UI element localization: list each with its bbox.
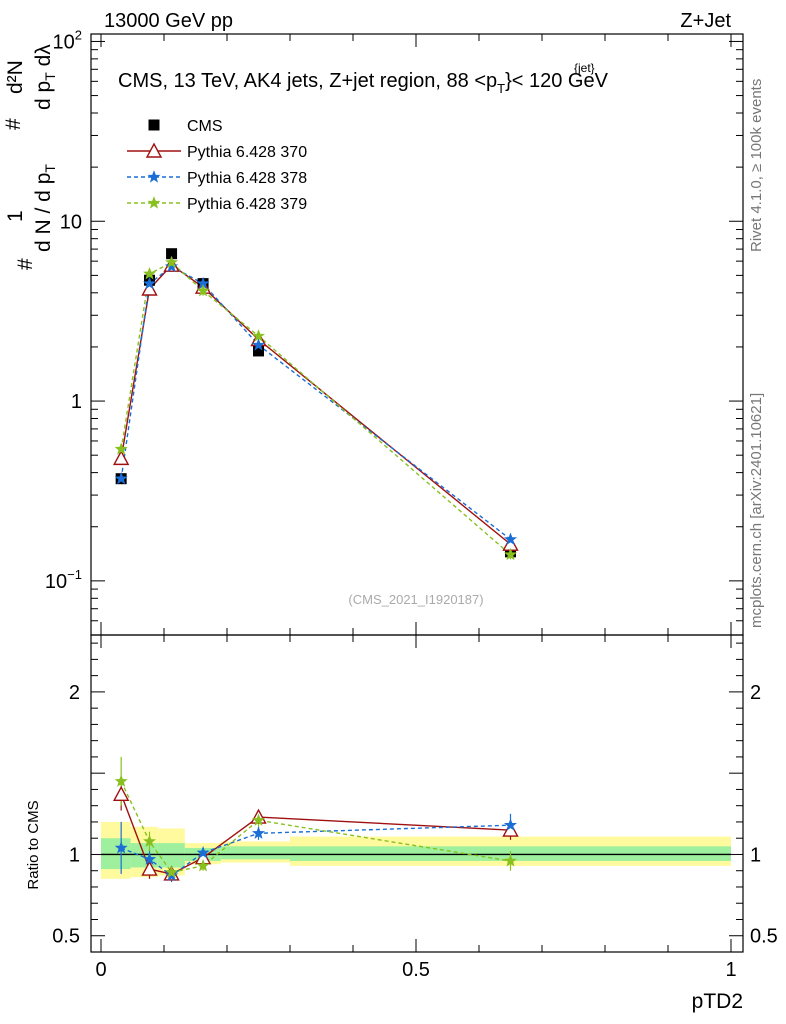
main-marker-1-5 [503, 532, 518, 545]
ratio-marker-2-3 [196, 858, 210, 872]
y-tick-exp-3: 2 [75, 27, 82, 42]
rivet-label: Rivet 4.1.0, ≥ 100k events [748, 79, 765, 252]
ylabel-one: 1 [4, 210, 27, 222]
header-right: Z+Jet [680, 10, 731, 32]
x-tick-label-0: 0 [95, 959, 106, 981]
ylabel-den: d N / d pT [32, 164, 58, 252]
ylabel-num-den-sub: T [42, 72, 58, 81]
x-tick-label-1: 0.5 [402, 959, 430, 981]
ratio-line-0 [120, 794, 511, 875]
ratio-tick-label-right-2: 2 [750, 682, 761, 704]
main-marker-2-4 [251, 329, 266, 342]
legend-marker-3 [147, 196, 161, 209]
ratio-marker-1-0 [114, 841, 128, 854]
ratio-marker-2-1 [142, 834, 157, 847]
main-marker-1-4 [251, 338, 266, 351]
ratio-band-layer [101, 821, 731, 879]
main-title-text: CMS, 13 TeV, AK4 jets, Z+jet region, 88 … [118, 70, 497, 92]
ratio-marker-0-1 [141, 860, 158, 876]
y-tick-label-3: 102 [53, 27, 82, 53]
x-axis-label: pTD2 [692, 990, 743, 1013]
y-tick-label-2: 10 [60, 211, 82, 233]
main-title-sup: {jet} [574, 61, 595, 75]
ratio-marker-2-0 [114, 774, 128, 787]
ratio-marker-1-3 [196, 845, 210, 859]
main-title-sub: T [497, 81, 505, 96]
legend-marker-2 [147, 170, 161, 183]
ratio-frame [90, 634, 744, 953]
ratio-marker-2-4 [251, 813, 266, 826]
legend-label-3: Pythia 6.428 379 [187, 196, 307, 213]
legend-marker-cms [148, 119, 160, 131]
y-tick-label-0: 10−1 [45, 567, 82, 593]
ylabel-num-den-tail: dλ [32, 44, 55, 73]
ylabel-hash-2: # [2, 118, 25, 130]
legend-label-0: CMS [187, 118, 223, 135]
main-marker-1-2 [165, 259, 179, 273]
ylabel-den-sub: T [42, 164, 58, 173]
y-tick-label-1: 1 [71, 391, 82, 413]
legend-label-1: Pythia 6.428 370 [187, 144, 307, 161]
x-tick-label-2: 1 [725, 959, 736, 981]
main-marker-0-0 [112, 449, 130, 466]
legend-marker-1 [145, 142, 163, 158]
header-left: 13000 GeV pp [104, 10, 233, 32]
ratio-marker-1-1 [142, 852, 157, 865]
ratio-tick-label-right-1: 1 [750, 844, 761, 866]
ratio-marker-2-5 [503, 854, 518, 867]
ratio-tick-label-left-2: 2 [69, 682, 80, 704]
ratio-band-green-4 [220, 846, 290, 860]
ylabel-hash: # [14, 258, 37, 270]
legend-label-2: Pythia 6.428 378 [187, 170, 307, 187]
mcplots-label: mcplots.cern.ch [arXiv:2401.10621] [748, 393, 765, 628]
legend-layer: CMS Pythia 6.428 370 Pythia 6.428 378 Pythi… [127, 118, 307, 213]
cms-point-4 [253, 345, 264, 357]
ratio-tick-label-right-0: 0.5 [750, 926, 778, 948]
ratio-tick-label-left-0: 0.5 [52, 926, 80, 948]
ylabel-den-text: d N / d p [32, 173, 55, 252]
ratio-tick-label-left-1: 1 [69, 844, 80, 866]
cms-point-2 [166, 248, 178, 260]
main-line-2 [120, 261, 511, 556]
series-layer [112, 248, 519, 883]
ratio-line-1 [120, 824, 511, 877]
main-title: CMS, 13 TeV, AK4 jets, Z+jet region, 88 … [118, 70, 609, 96]
main-title-tail: }< 120 GeV [505, 70, 609, 92]
ratio-band-green-0 [101, 838, 131, 870]
main-marker-1-0 [114, 471, 128, 485]
y-tick-exp-0: −1 [67, 567, 82, 582]
main-line-1 [120, 265, 511, 540]
ratio-marker-1-4 [251, 826, 266, 839]
main-marker-1-1 [142, 276, 157, 290]
y-tick-base-3: 10 [53, 31, 75, 53]
main-marker-2-0 [114, 442, 128, 455]
ylabel-num-den: d pT dλ [32, 44, 58, 110]
ratio-ylabel: Ratio to CMS [25, 800, 42, 889]
ratio-marker-2-2 [165, 865, 179, 878]
main-ylabel: # 1 d N / d pT # d²N d pT dλ [2, 44, 58, 270]
ratio-marker-0-0 [112, 785, 130, 802]
y-tick-base-0: 10 [45, 571, 67, 593]
frames-layer [90, 33, 744, 953]
main-marker-2-1 [142, 266, 157, 280]
ylabel-num: d²N [4, 60, 27, 94]
main-marker-2-5 [503, 547, 518, 561]
ratio-marker-1-5 [503, 818, 518, 831]
main-line-0 [120, 264, 511, 545]
ratio-line-2 [120, 781, 511, 874]
ratio-band-green-2 [157, 843, 185, 868]
main-marker-2-3 [196, 284, 210, 297]
ylabel-num-den-text: d p [32, 81, 55, 110]
main-marker-2-2 [165, 255, 179, 268]
analysis-watermark: (CMS_2021_I1920187) [348, 592, 483, 607]
